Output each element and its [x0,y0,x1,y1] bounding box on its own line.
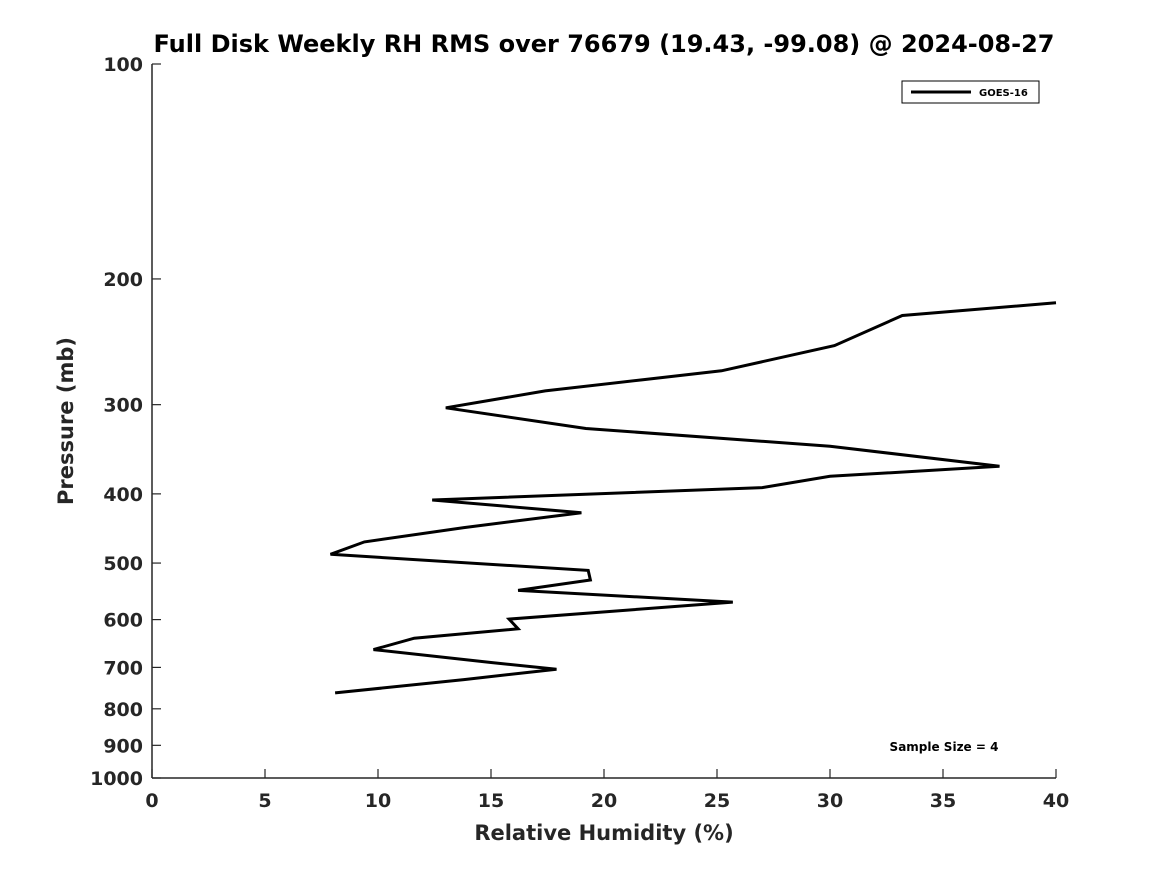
x-tick-label: 30 [817,790,843,812]
y-tick-label: 400 [103,484,143,506]
y-tick-label: 100 [103,54,143,76]
x-tick-label: 25 [704,790,730,812]
chart-title: Full Disk Weekly RH RMS over 76679 (19.4… [153,30,1054,58]
x-tick-label: 35 [930,790,956,812]
x-tick-label: 15 [478,790,504,812]
y-tick-label: 700 [103,657,143,679]
x-tick-label: 40 [1043,790,1069,812]
x-tick-label: 10 [365,790,391,812]
x-axis-label: Relative Humidity (%) [474,821,733,845]
x-axis: 0 5 10 15 20 25 30 35 40 [145,769,1069,812]
series-lines [329,301,1057,695]
y-tick-label: 500 [103,553,143,575]
y-tick-label: 900 [103,735,143,757]
x-tick-label: 20 [591,790,617,812]
y-tick-label: 1000 [90,768,143,790]
y-tick-label: 200 [103,269,143,291]
legend: GOES-16 [901,80,1040,104]
y-tick-label: 600 [103,610,143,632]
y-tick-label: 800 [103,699,143,721]
x-tick-label: 0 [145,790,158,812]
legend-label-goes-16: GOES-16 [979,88,1028,99]
y-tick-label: 300 [103,395,143,417]
x-tick-label: 5 [258,790,271,812]
plot-background [152,64,1056,778]
sample-size-annotation: Sample Size = 4 [890,740,999,754]
y-axis: 100 200 300 400 500 600 700 800 900 1000 [90,54,161,790]
y-axis-label: Pressure (mb) [54,337,78,505]
series-line-goes-16 [329,301,1057,695]
